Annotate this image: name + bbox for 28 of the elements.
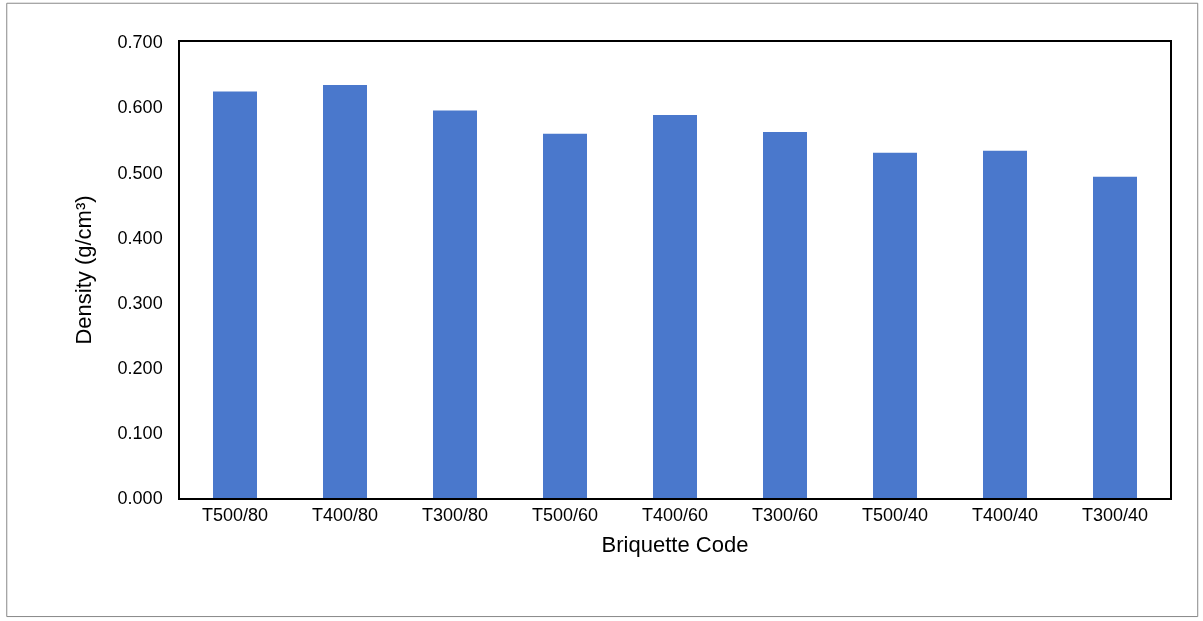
- x-tick-label: T300/40: [1081, 505, 1149, 526]
- y-axis-title: Density (g/cm³): [70, 195, 96, 345]
- x-axis-title: Briquette Code: [601, 531, 749, 557]
- y-tick-label: 0.600: [117, 97, 163, 118]
- bar: [983, 150, 1027, 498]
- y-tick-label: 0.100: [117, 423, 163, 444]
- bar: [1093, 176, 1137, 498]
- x-tick-label: T500/80: [201, 505, 269, 526]
- bar: [433, 110, 477, 498]
- y-tick-label: 0.700: [117, 32, 163, 53]
- bar: [873, 152, 917, 498]
- y-tick-label: 0.400: [117, 227, 163, 248]
- bar: [763, 131, 807, 498]
- bar: [213, 91, 257, 498]
- x-tick-label: T400/40: [971, 505, 1039, 526]
- x-tick-label: T500/40: [861, 505, 929, 526]
- bar: [543, 133, 587, 498]
- x-tick-label: T300/80: [421, 505, 489, 526]
- bar: [653, 114, 697, 498]
- y-tick-label: 0.300: [117, 292, 163, 313]
- x-tick-label: T500/60: [531, 505, 599, 526]
- x-tick-label: T300/60: [751, 505, 819, 526]
- x-tick-label: T400/80: [311, 505, 379, 526]
- bar: [323, 84, 367, 498]
- y-tick-label: 0.000: [117, 488, 163, 509]
- y-tick-label: 0.500: [117, 162, 163, 183]
- x-tick-label: T400/60: [641, 505, 709, 526]
- y-tick-label: 0.200: [117, 358, 163, 379]
